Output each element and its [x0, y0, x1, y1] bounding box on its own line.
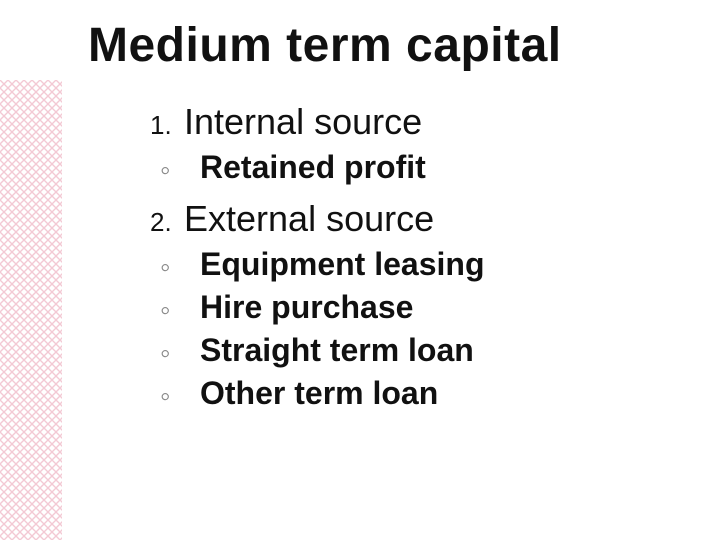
sublist-item: ◦ Other term loan [156, 373, 690, 414]
sublist-label: Hire purchase [200, 287, 413, 328]
bullet-icon: ◦ [156, 253, 200, 283]
side-decoration [0, 80, 62, 540]
sublist-item: ◦ Equipment leasing [156, 244, 690, 285]
sublist-label: Retained profit [200, 147, 426, 188]
list-label: Internal source [184, 101, 422, 143]
bullet-icon: ◦ [156, 382, 200, 412]
list-item: 1. Internal source [150, 101, 690, 143]
bullet-icon: ◦ [156, 296, 200, 326]
list-marker: 1. [150, 110, 184, 141]
sublist-label: Straight term loan [200, 330, 474, 371]
slide-content: Medium term capital 1. Internal source ◦… [80, 18, 690, 424]
sublist-label: Equipment leasing [200, 244, 484, 285]
list-item: 2. External source [150, 198, 690, 240]
list-marker: 2. [150, 207, 184, 238]
sublist-label: Other term loan [200, 373, 438, 414]
outline-list: 1. Internal source ◦ Retained profit 2. … [150, 101, 690, 414]
sublist-item: ◦ Hire purchase [156, 287, 690, 328]
bullet-icon: ◦ [156, 156, 200, 186]
sublist: ◦ Retained profit [156, 147, 690, 188]
sublist-item: ◦ Retained profit [156, 147, 690, 188]
sublist: ◦ Equipment leasing ◦ Hire purchase ◦ St… [156, 244, 690, 414]
list-label: External source [184, 198, 434, 240]
sublist-item: ◦ Straight term loan [156, 330, 690, 371]
bullet-icon: ◦ [156, 339, 200, 369]
page-title: Medium term capital [88, 18, 690, 73]
